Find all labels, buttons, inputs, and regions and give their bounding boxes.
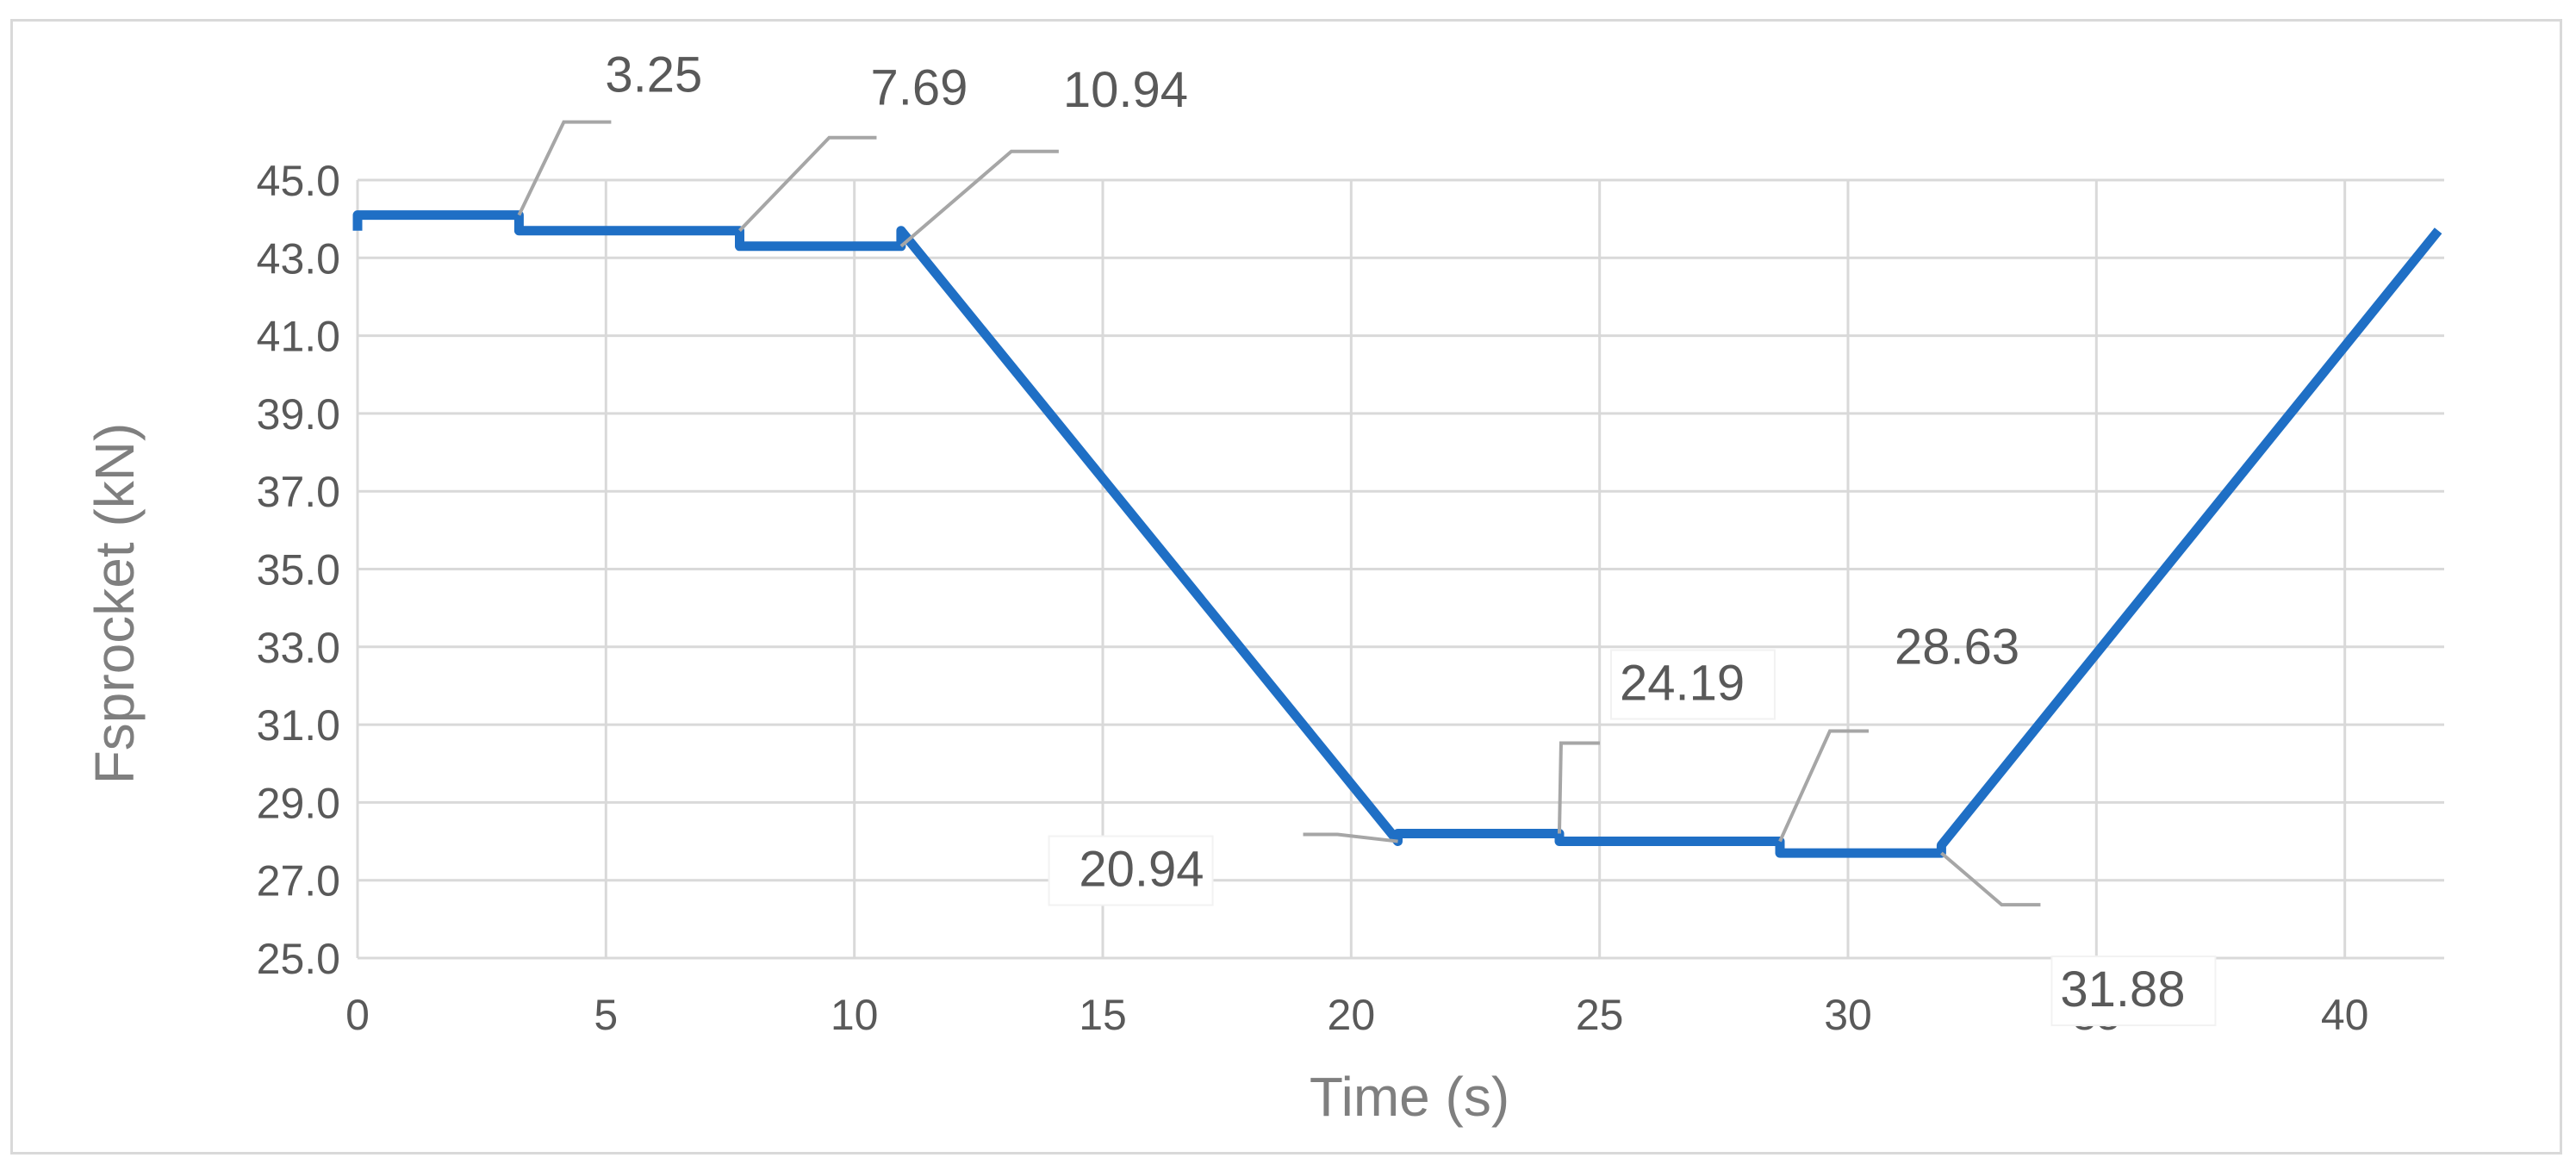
y-tick-label: 41.0 (257, 313, 340, 361)
y-tick-label: 39.0 (257, 390, 340, 439)
data-label-box (1048, 835, 1214, 906)
data-label: 28.63 (1895, 619, 2019, 675)
data-labels: 3.25 7.69 10.94 20.94 24.19 28.63 31.88 (517, 47, 2217, 1027)
x-tick-label: 20 (1328, 991, 1376, 1039)
data-label-box (1609, 649, 1776, 720)
y-tick-label: 33.0 (257, 624, 340, 672)
leader-line (1557, 741, 1600, 834)
y-tick-label: 43.0 (257, 234, 340, 283)
leader-line (1778, 729, 1869, 843)
x-axis-title: Time (s) (1310, 1066, 1509, 1128)
y-tick-label: 27.0 (257, 857, 340, 906)
x-tick-label: 10 (831, 991, 879, 1039)
data-label: 10.94 (1063, 62, 1188, 118)
leader-line (899, 149, 1059, 248)
y-tick-label: 35.0 (257, 546, 340, 594)
x-tick-label: 0 (345, 991, 370, 1039)
data-label: 24.19 (1620, 656, 1745, 712)
y-tick-label: 29.0 (257, 779, 340, 827)
series-lines (352, 210, 2442, 858)
x-tick-label: 5 (594, 991, 618, 1039)
x-tick-label: 40 (2321, 991, 2369, 1039)
y-tick-labels: 25.0 27.0 29.0 31.0 33.0 35.0 37.0 39.0 41.0 43.0… (257, 157, 340, 983)
x-tick-label: 30 (1824, 991, 1872, 1039)
y-tick-label: 37.0 (257, 468, 340, 516)
data-label: 20.94 (1079, 842, 1204, 898)
y-tick-label: 25.0 (257, 935, 340, 983)
y-axis-title: Fsprocket (kN) (84, 423, 146, 785)
data-label: 7.69 (870, 60, 968, 116)
data-label: 3.25 (605, 47, 702, 103)
data-label: 31.88 (2060, 962, 2185, 1018)
leader-line (1940, 851, 2041, 907)
leader-line (517, 120, 612, 216)
x-tick-label: 15 (1079, 991, 1127, 1039)
leader-line (1303, 832, 1398, 843)
x-tick-label: 25 (1576, 991, 1624, 1039)
data-label-box (2050, 955, 2217, 1027)
y-tick-label: 31.0 (257, 701, 340, 750)
leader-line (738, 135, 877, 233)
series-line (352, 210, 2442, 858)
y-tick-label: 45.0 (257, 157, 340, 205)
